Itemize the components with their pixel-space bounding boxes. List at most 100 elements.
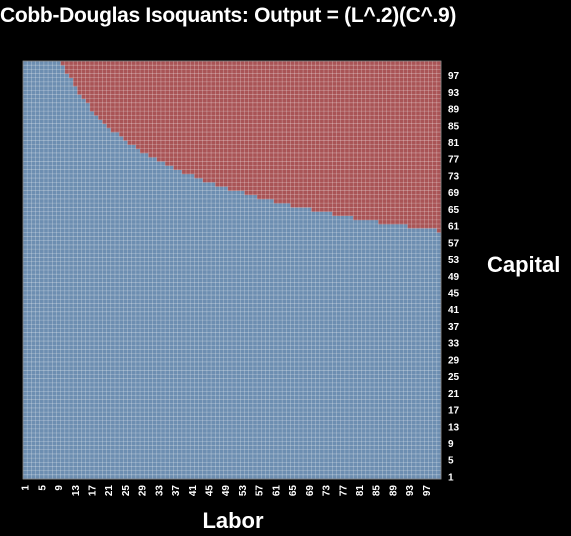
x-tick-label: 17 — [88, 485, 99, 497]
surface-cell — [23, 194, 258, 200]
x-tick-label: 73 — [322, 485, 333, 497]
surface-cell — [353, 215, 442, 221]
y-tick-label: 81 — [448, 138, 460, 149]
y-tick-label: 1 — [448, 472, 454, 483]
surface-cell — [23, 382, 442, 388]
x-tick-label: 9 — [54, 485, 65, 491]
surface-cell — [23, 73, 70, 79]
surface-cell — [273, 198, 442, 204]
surface-cell — [23, 203, 291, 208]
surface-cell — [156, 157, 442, 162]
y-tick-label: 77 — [448, 155, 460, 166]
surface-cell — [23, 361, 442, 367]
x-tick-label: 69 — [305, 485, 316, 497]
surface-cell — [181, 169, 442, 175]
surface-cell — [23, 274, 442, 279]
surface-cell — [64, 65, 442, 70]
surface-cell — [77, 90, 442, 95]
surface-cell — [23, 449, 442, 455]
surface-cell — [23, 374, 442, 379]
surface-cell — [68, 73, 442, 79]
surface-cell — [23, 282, 442, 288]
y-tick-label: 45 — [448, 289, 460, 300]
surface-cell — [23, 257, 442, 262]
surface-cell — [257, 194, 442, 200]
surface-cell — [23, 136, 124, 141]
surface-cell — [77, 86, 442, 91]
surface-cell — [23, 332, 442, 338]
surface-cell — [173, 165, 442, 170]
surface-cell — [23, 140, 128, 145]
surface-cell — [23, 453, 442, 459]
surface-cell — [148, 152, 442, 158]
surface-cell — [23, 407, 442, 413]
surface-cell — [23, 341, 442, 346]
x-tick-label: 77 — [338, 485, 349, 497]
surface-cell — [23, 357, 442, 363]
surface-cell — [23, 428, 442, 434]
surface-cell — [23, 152, 149, 158]
surface-cell — [23, 207, 312, 212]
surface-cell — [23, 295, 442, 300]
surface-cell — [23, 144, 137, 150]
y-tick-label: 33 — [448, 339, 460, 350]
surface-cell — [94, 111, 442, 116]
surface-cell — [89, 106, 442, 112]
y-tick-label: 29 — [448, 355, 460, 366]
surface-cells — [23, 61, 442, 480]
surface-cell — [23, 270, 442, 275]
surface-cell — [23, 253, 442, 258]
surface-cell — [23, 286, 442, 292]
surface-cell — [23, 470, 442, 476]
surface-cell — [23, 445, 442, 451]
y-tick-label: 21 — [448, 389, 460, 400]
surface-cell — [89, 102, 442, 108]
surface-cell — [23, 378, 442, 384]
surface-cell — [311, 207, 442, 212]
surface-cell — [23, 416, 442, 421]
surface-cell — [23, 240, 442, 246]
surface-cell — [23, 466, 442, 471]
surface-cell — [23, 328, 442, 333]
y-tick-label: 65 — [448, 205, 460, 216]
x-tick-label: 81 — [355, 485, 366, 497]
y-tick-label: 25 — [448, 372, 460, 383]
surface-cell — [23, 198, 275, 204]
surface-cell — [23, 232, 442, 237]
surface-cell — [23, 132, 120, 137]
y-tick-label: 85 — [448, 121, 460, 132]
surface-cell — [102, 119, 442, 124]
surface-cell — [106, 123, 442, 129]
x-tick-label: 53 — [238, 485, 249, 497]
surface-cell — [23, 458, 442, 463]
surface-cell — [244, 190, 442, 196]
x-tick-label: 97 — [422, 485, 433, 497]
surface-cell — [23, 115, 99, 120]
surface-cell — [23, 433, 442, 438]
surface-cell — [123, 136, 442, 141]
surface-cell — [23, 395, 442, 400]
wireframe-grid — [22, 60, 442, 480]
surface-cell — [23, 303, 442, 308]
surface-cell — [23, 65, 66, 70]
surface-cell — [23, 182, 216, 187]
y-tick-label: 61 — [448, 222, 460, 233]
y-tick-label: 93 — [448, 88, 460, 99]
surface-cell — [23, 345, 442, 350]
surface-cell — [23, 123, 107, 129]
surface-cell — [23, 86, 78, 91]
x-tick-label: 13 — [71, 485, 82, 497]
y-tick-label: 53 — [448, 255, 460, 266]
surface-cell — [23, 324, 442, 329]
x-axis-label: Labor — [202, 508, 264, 533]
surface-cell — [23, 215, 354, 221]
x-tick-label: 21 — [104, 485, 115, 497]
surface-cell — [23, 165, 174, 170]
surface-cell — [110, 127, 442, 133]
surface-cell — [165, 161, 442, 166]
y-tick-label: 69 — [448, 188, 460, 199]
surface-cell — [23, 349, 442, 354]
surface-cell — [23, 173, 195, 179]
surface-cell — [23, 127, 112, 133]
surface-cell — [73, 81, 442, 87]
